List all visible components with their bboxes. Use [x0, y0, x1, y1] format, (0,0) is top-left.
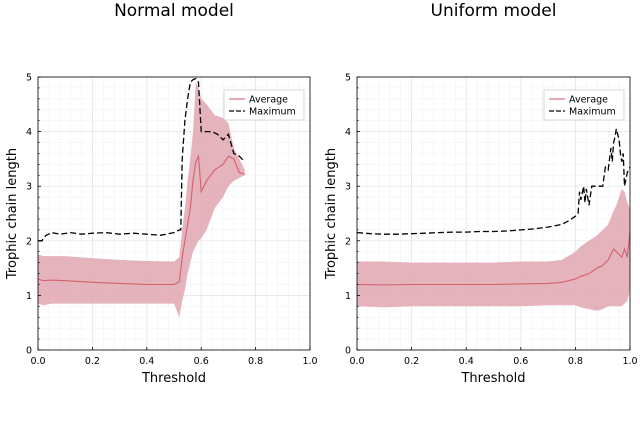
y-tick-label: 1	[345, 291, 351, 302]
y-tick-label: 5	[26, 73, 32, 84]
x-tick-label: 0.8	[248, 356, 263, 367]
y-tick-label: 0	[26, 346, 32, 357]
y-tick-label: 4	[26, 127, 32, 138]
y-tick-label: 5	[345, 73, 351, 84]
x-tick-label: 0.2	[85, 356, 100, 367]
series-band-average	[357, 188, 630, 311]
x-tick-label: 0.6	[194, 356, 209, 367]
legend-label-average: Average	[569, 95, 608, 106]
x-tick-label: 0.0	[30, 356, 45, 367]
x-tick-label: 1.0	[302, 356, 317, 367]
legend-box	[543, 89, 625, 121]
x-axis-label: Threshold	[141, 371, 206, 386]
plot-frame	[37, 76, 311, 351]
legend-label-maximum: Maximum	[569, 107, 616, 118]
y-axis-label: Trophic chain length	[324, 148, 339, 280]
x-tick-label: 0.4	[459, 356, 474, 367]
x-tick-label: 0.0	[349, 356, 364, 367]
x-axis-label: Threshold	[460, 371, 525, 386]
y-tick-label: 4	[345, 127, 351, 138]
y-axis-label: Trophic chain length	[5, 148, 20, 280]
series-band-average	[38, 82, 245, 318]
y-tick-label: 3	[345, 182, 351, 193]
y-tick-label: 2	[26, 236, 32, 247]
chart-title: Normal model	[114, 1, 234, 21]
x-tick-label: 0.2	[404, 356, 419, 367]
series-line-maximum	[356, 128, 631, 235]
series-line-maximum	[38, 77, 246, 242]
series-line-average	[37, 154, 245, 286]
y-tick-label: 2	[345, 236, 351, 247]
x-tick-label: 0.8	[568, 356, 583, 367]
panel-uniform-model: 0.0 0.2 0.4 0.6 0.8 1.0 0 1 2 3 4 5 Uniform model T…	[324, 1, 638, 386]
y-tick-label: 1	[26, 291, 32, 302]
x-tick-label: 1.0	[622, 356, 637, 367]
legend-box	[223, 89, 305, 121]
x-tick-label: 0.6	[513, 356, 528, 367]
x-tick-label: 0.4	[139, 356, 154, 367]
chart-title: Uniform model	[431, 1, 557, 21]
legend-label-average: Average	[249, 95, 288, 106]
y-tick-label: 3	[26, 182, 32, 193]
legend-label-maximum: Maximum	[249, 107, 296, 118]
series-line-average	[356, 232, 631, 286]
panel-normal-model: 0.0 0.2 0.4 0.6 0.8 1.0 0 1 2 3 4 5 Normal model Th…	[5, 1, 318, 386]
y-tick-label: 0	[345, 346, 351, 357]
plot-area	[38, 77, 310, 350]
plot-frame	[356, 76, 631, 351]
